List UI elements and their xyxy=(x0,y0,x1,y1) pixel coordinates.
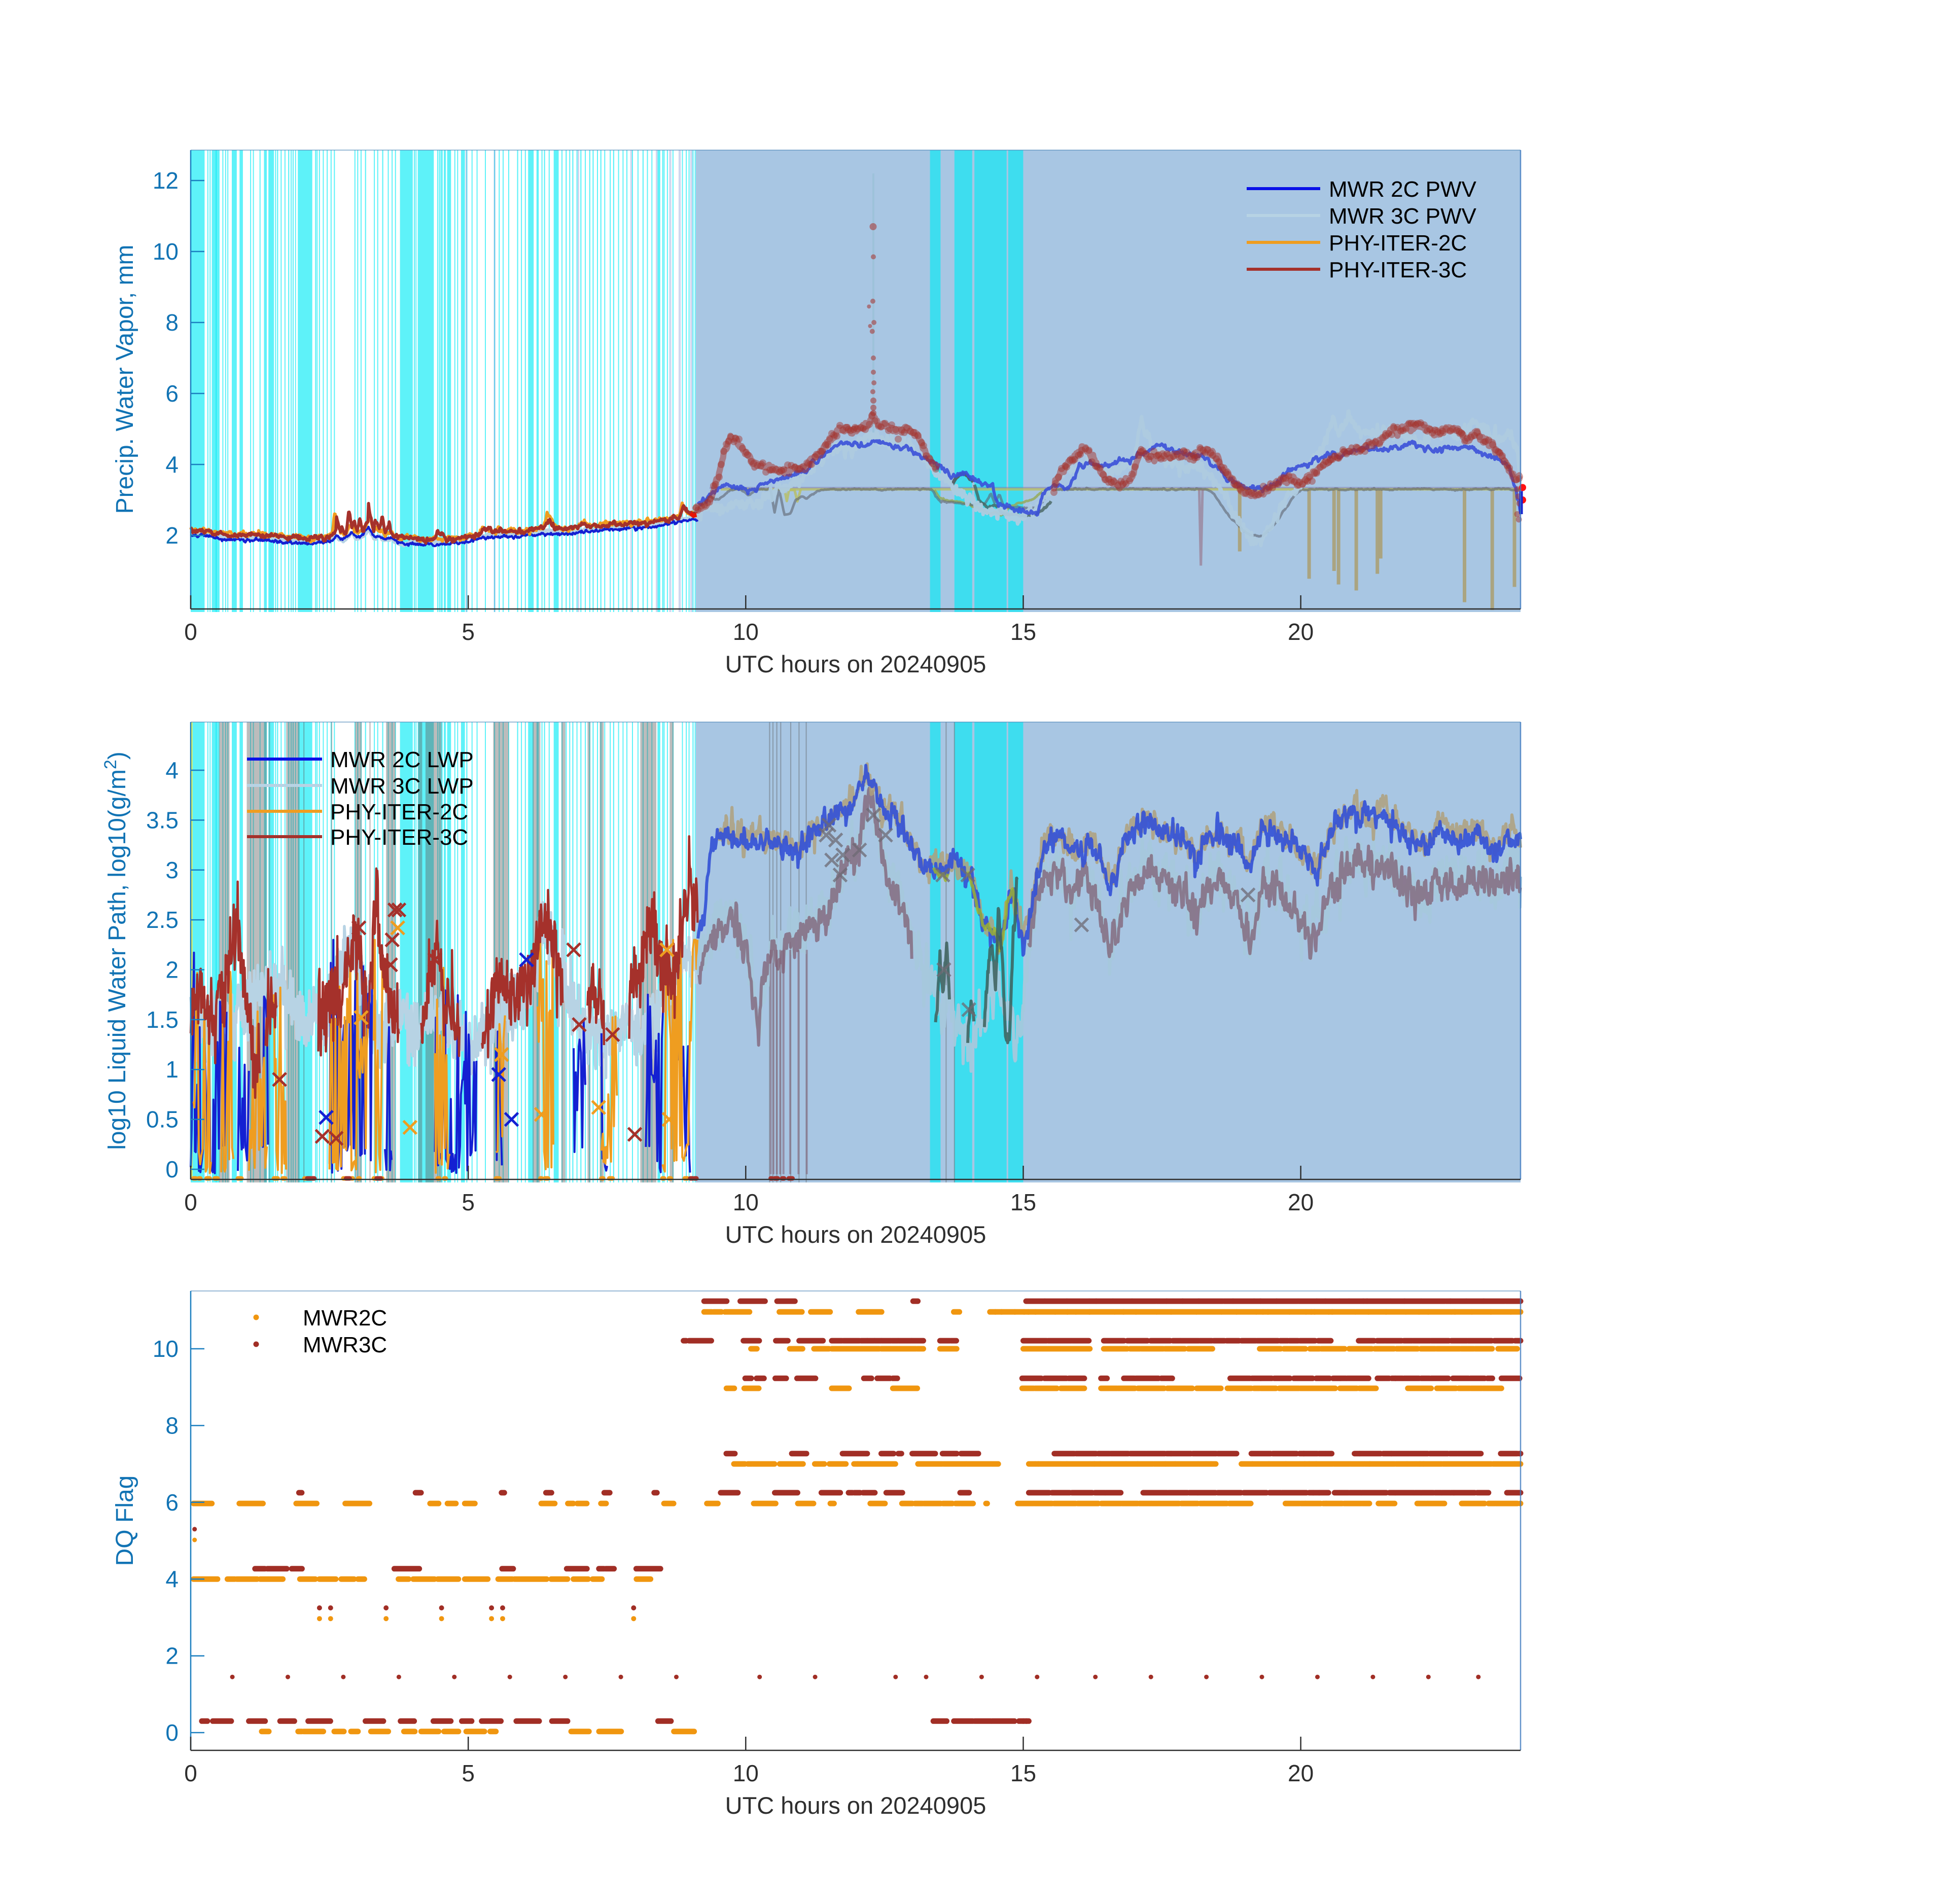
svg-text:PHY-ITER-3C: PHY-ITER-3C xyxy=(330,825,468,850)
svg-text:15: 15 xyxy=(1010,1189,1036,1215)
svg-text:10: 10 xyxy=(153,238,179,265)
svg-text:3.5: 3.5 xyxy=(146,807,179,833)
svg-text:20: 20 xyxy=(1288,1189,1314,1215)
svg-text:6: 6 xyxy=(165,1489,179,1516)
svg-text:MWR3C: MWR3C xyxy=(303,1333,387,1357)
svg-text:1: 1 xyxy=(165,1056,179,1083)
svg-text:MWR 3C PWV: MWR 3C PWV xyxy=(1329,204,1477,229)
svg-text:15: 15 xyxy=(1010,619,1036,645)
svg-text:10: 10 xyxy=(733,1189,759,1215)
svg-text:MWR 3C LWP: MWR 3C LWP xyxy=(330,774,474,799)
svg-text:4: 4 xyxy=(165,757,179,783)
svg-text:UTC hours on 20240905: UTC hours on 20240905 xyxy=(725,1221,986,1248)
svg-text:MWR2C: MWR2C xyxy=(303,1306,387,1331)
svg-text:4: 4 xyxy=(165,1566,179,1592)
svg-text:0: 0 xyxy=(184,1189,197,1215)
svg-text:6: 6 xyxy=(165,380,179,407)
svg-text:3: 3 xyxy=(165,857,179,883)
svg-text:PHY-ITER-2C: PHY-ITER-2C xyxy=(330,800,468,824)
svg-text:DQ Flag: DQ Flag xyxy=(112,1476,138,1566)
svg-text:UTC hours on 20240905: UTC hours on 20240905 xyxy=(725,651,986,677)
svg-text:2: 2 xyxy=(165,1643,179,1669)
svg-text:MWR 2C PWV: MWR 2C PWV xyxy=(1329,177,1477,202)
svg-text:0: 0 xyxy=(184,1760,197,1786)
svg-text:0.5: 0.5 xyxy=(146,1106,179,1133)
svg-text:2: 2 xyxy=(165,522,179,549)
svg-text:15: 15 xyxy=(1010,1760,1036,1786)
svg-text:10: 10 xyxy=(733,619,759,645)
svg-text:12: 12 xyxy=(153,167,179,194)
svg-text:5: 5 xyxy=(462,619,475,645)
svg-text:Precip. Water Vapor, mm: Precip. Water Vapor, mm xyxy=(112,245,138,514)
svg-text:10: 10 xyxy=(733,1760,759,1786)
svg-text:2: 2 xyxy=(165,957,179,983)
svg-text:0: 0 xyxy=(184,619,197,645)
svg-text:0: 0 xyxy=(165,1719,179,1746)
svg-text:20: 20 xyxy=(1288,1760,1314,1786)
svg-text:8: 8 xyxy=(165,1412,179,1439)
svg-text:5: 5 xyxy=(462,1760,475,1786)
svg-text:MWR 2C LWP: MWR 2C LWP xyxy=(330,747,474,772)
svg-text:UTC hours on 20240905: UTC hours on 20240905 xyxy=(725,1792,986,1819)
svg-text:PHY-ITER-2C: PHY-ITER-2C xyxy=(1329,231,1467,256)
svg-text:4: 4 xyxy=(165,451,179,478)
svg-text:1.5: 1.5 xyxy=(146,1007,179,1033)
svg-text:20: 20 xyxy=(1288,619,1314,645)
svg-text:log10 Liquid Water Path, log10: log10 Liquid Water Path, log10(g/m2) xyxy=(101,751,131,1150)
svg-text:0: 0 xyxy=(165,1156,179,1182)
svg-text:2.5: 2.5 xyxy=(146,907,179,933)
svg-text:10: 10 xyxy=(153,1336,179,1362)
svg-text:8: 8 xyxy=(165,309,179,336)
svg-text:PHY-ITER-3C: PHY-ITER-3C xyxy=(1329,258,1467,282)
svg-text:5: 5 xyxy=(462,1189,475,1215)
